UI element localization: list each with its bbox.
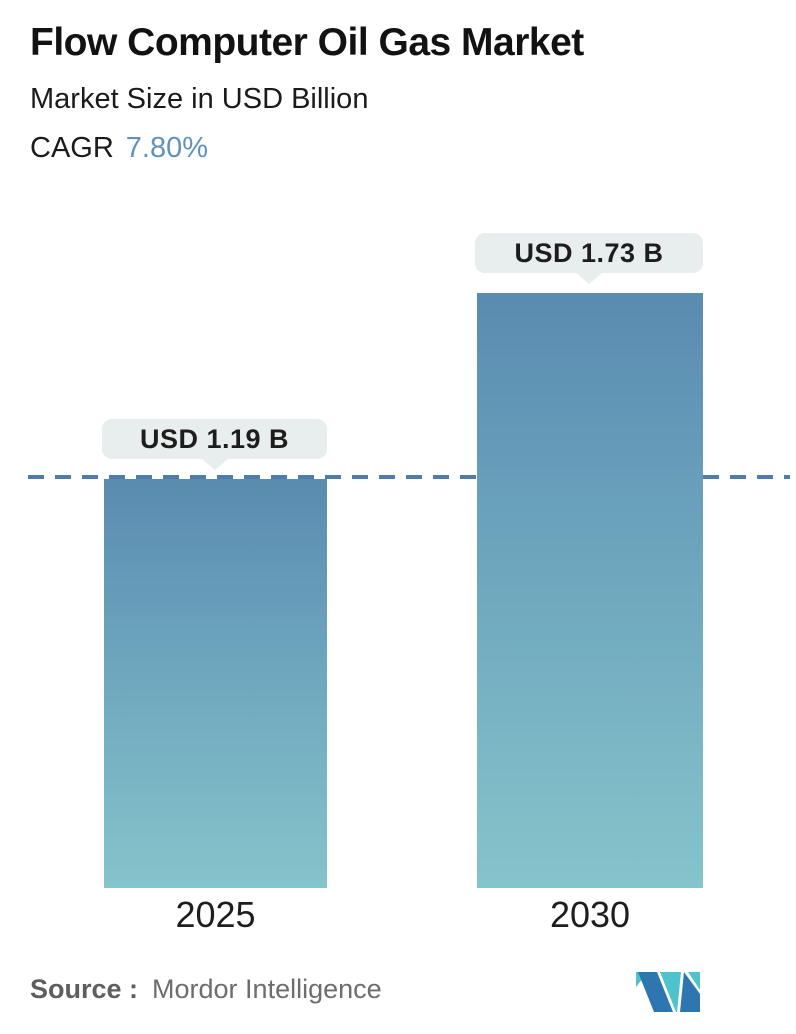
mordor-intelligence-logo-icon <box>636 972 700 1012</box>
source-line: Source : Mordor Intelligence <box>30 974 382 1005</box>
page-title: Flow Computer Oil Gas Market <box>30 21 584 64</box>
tooltip-pointer-icon <box>575 272 603 284</box>
cagr-label: CAGR <box>30 131 114 164</box>
bar-2025 <box>104 479 327 888</box>
source-label: Source : <box>30 974 139 1004</box>
bar-2030 <box>477 293 703 888</box>
value-tooltip-2025: USD 1.19 B <box>102 419 327 470</box>
chart-header: Flow Computer Oil Gas Market Market Size… <box>30 21 584 165</box>
x-axis-label-2025: 2025 <box>175 894 256 935</box>
value-tooltip-2030-text: USD 1.73 B <box>514 237 664 268</box>
value-tooltip-2030: USD 1.73 B <box>475 233 703 284</box>
value-tooltip-2025-text: USD 1.19 B <box>139 423 290 454</box>
chart-subtitle: Market Size in USD Billion <box>30 82 369 115</box>
cagr-value: 7.80% <box>125 131 209 164</box>
reference-dashed-line <box>28 475 790 479</box>
tooltip-pointer-icon <box>200 458 229 470</box>
source-value: Mordor Intelligence <box>152 974 382 1004</box>
x-axis-label-2030: 2030 <box>549 894 631 935</box>
cagr-row: CAGR 7.80% <box>30 132 584 165</box>
